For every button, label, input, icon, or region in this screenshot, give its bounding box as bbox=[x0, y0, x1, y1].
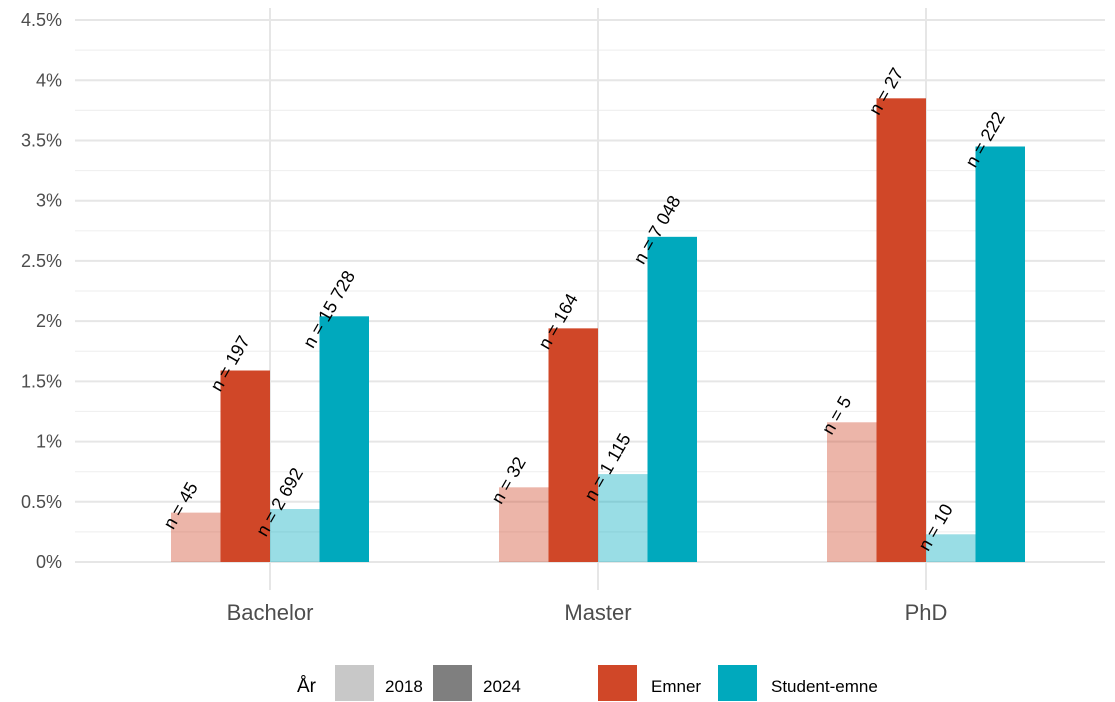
bar bbox=[876, 98, 926, 563]
legend-swatch bbox=[718, 665, 757, 701]
legend-item-label: 2024 bbox=[483, 677, 521, 696]
bar bbox=[319, 316, 369, 562]
y-tick-label: 4.5% bbox=[21, 10, 62, 30]
legend-item-label: 2018 bbox=[385, 677, 423, 696]
bar bbox=[548, 328, 598, 562]
bar bbox=[827, 422, 877, 562]
x-axis-category-labels: Bachelor Master PhD bbox=[227, 600, 948, 625]
x-category-label: Master bbox=[564, 600, 631, 625]
bar bbox=[171, 512, 221, 562]
legend-swatch bbox=[335, 665, 374, 701]
y-tick-label: 0.5% bbox=[21, 492, 62, 512]
bar bbox=[975, 146, 1025, 562]
y-tick-label: 3.5% bbox=[21, 130, 62, 150]
legend-swatch bbox=[598, 665, 637, 701]
legend-year-title: År bbox=[297, 676, 317, 697]
y-tick-label: 0% bbox=[36, 552, 62, 572]
y-tick-label: 2% bbox=[36, 311, 62, 331]
legend: År 2018 2024 Emner Student-emne bbox=[297, 665, 878, 701]
x-category-label: Bachelor bbox=[227, 600, 314, 625]
x-category-label: PhD bbox=[905, 600, 948, 625]
legend-type-items: Emner Student-emne bbox=[598, 665, 878, 701]
legend-item-label: Student-emne bbox=[771, 677, 878, 696]
y-tick-label: 2.5% bbox=[21, 251, 62, 271]
legend-swatch bbox=[433, 665, 472, 701]
legend-item-label: Emner bbox=[651, 677, 701, 696]
bar bbox=[647, 236, 697, 562]
y-tick-label: 1.5% bbox=[21, 371, 62, 391]
y-tick-label: 1% bbox=[36, 432, 62, 452]
y-tick-label: 3% bbox=[36, 191, 62, 211]
bar bbox=[598, 474, 648, 562]
y-tick-label: 4% bbox=[36, 70, 62, 90]
y-axis-tick-labels: 0% 0.5% 1% 1.5% 2% 2.5% 3% 3.5% 4% 4.5% bbox=[21, 10, 62, 572]
legend-year-items: 2018 2024 bbox=[335, 665, 521, 701]
bar bbox=[270, 509, 320, 562]
bar bbox=[499, 487, 549, 562]
bar bbox=[220, 370, 270, 562]
bar bbox=[926, 534, 976, 562]
bars bbox=[171, 98, 1025, 563]
